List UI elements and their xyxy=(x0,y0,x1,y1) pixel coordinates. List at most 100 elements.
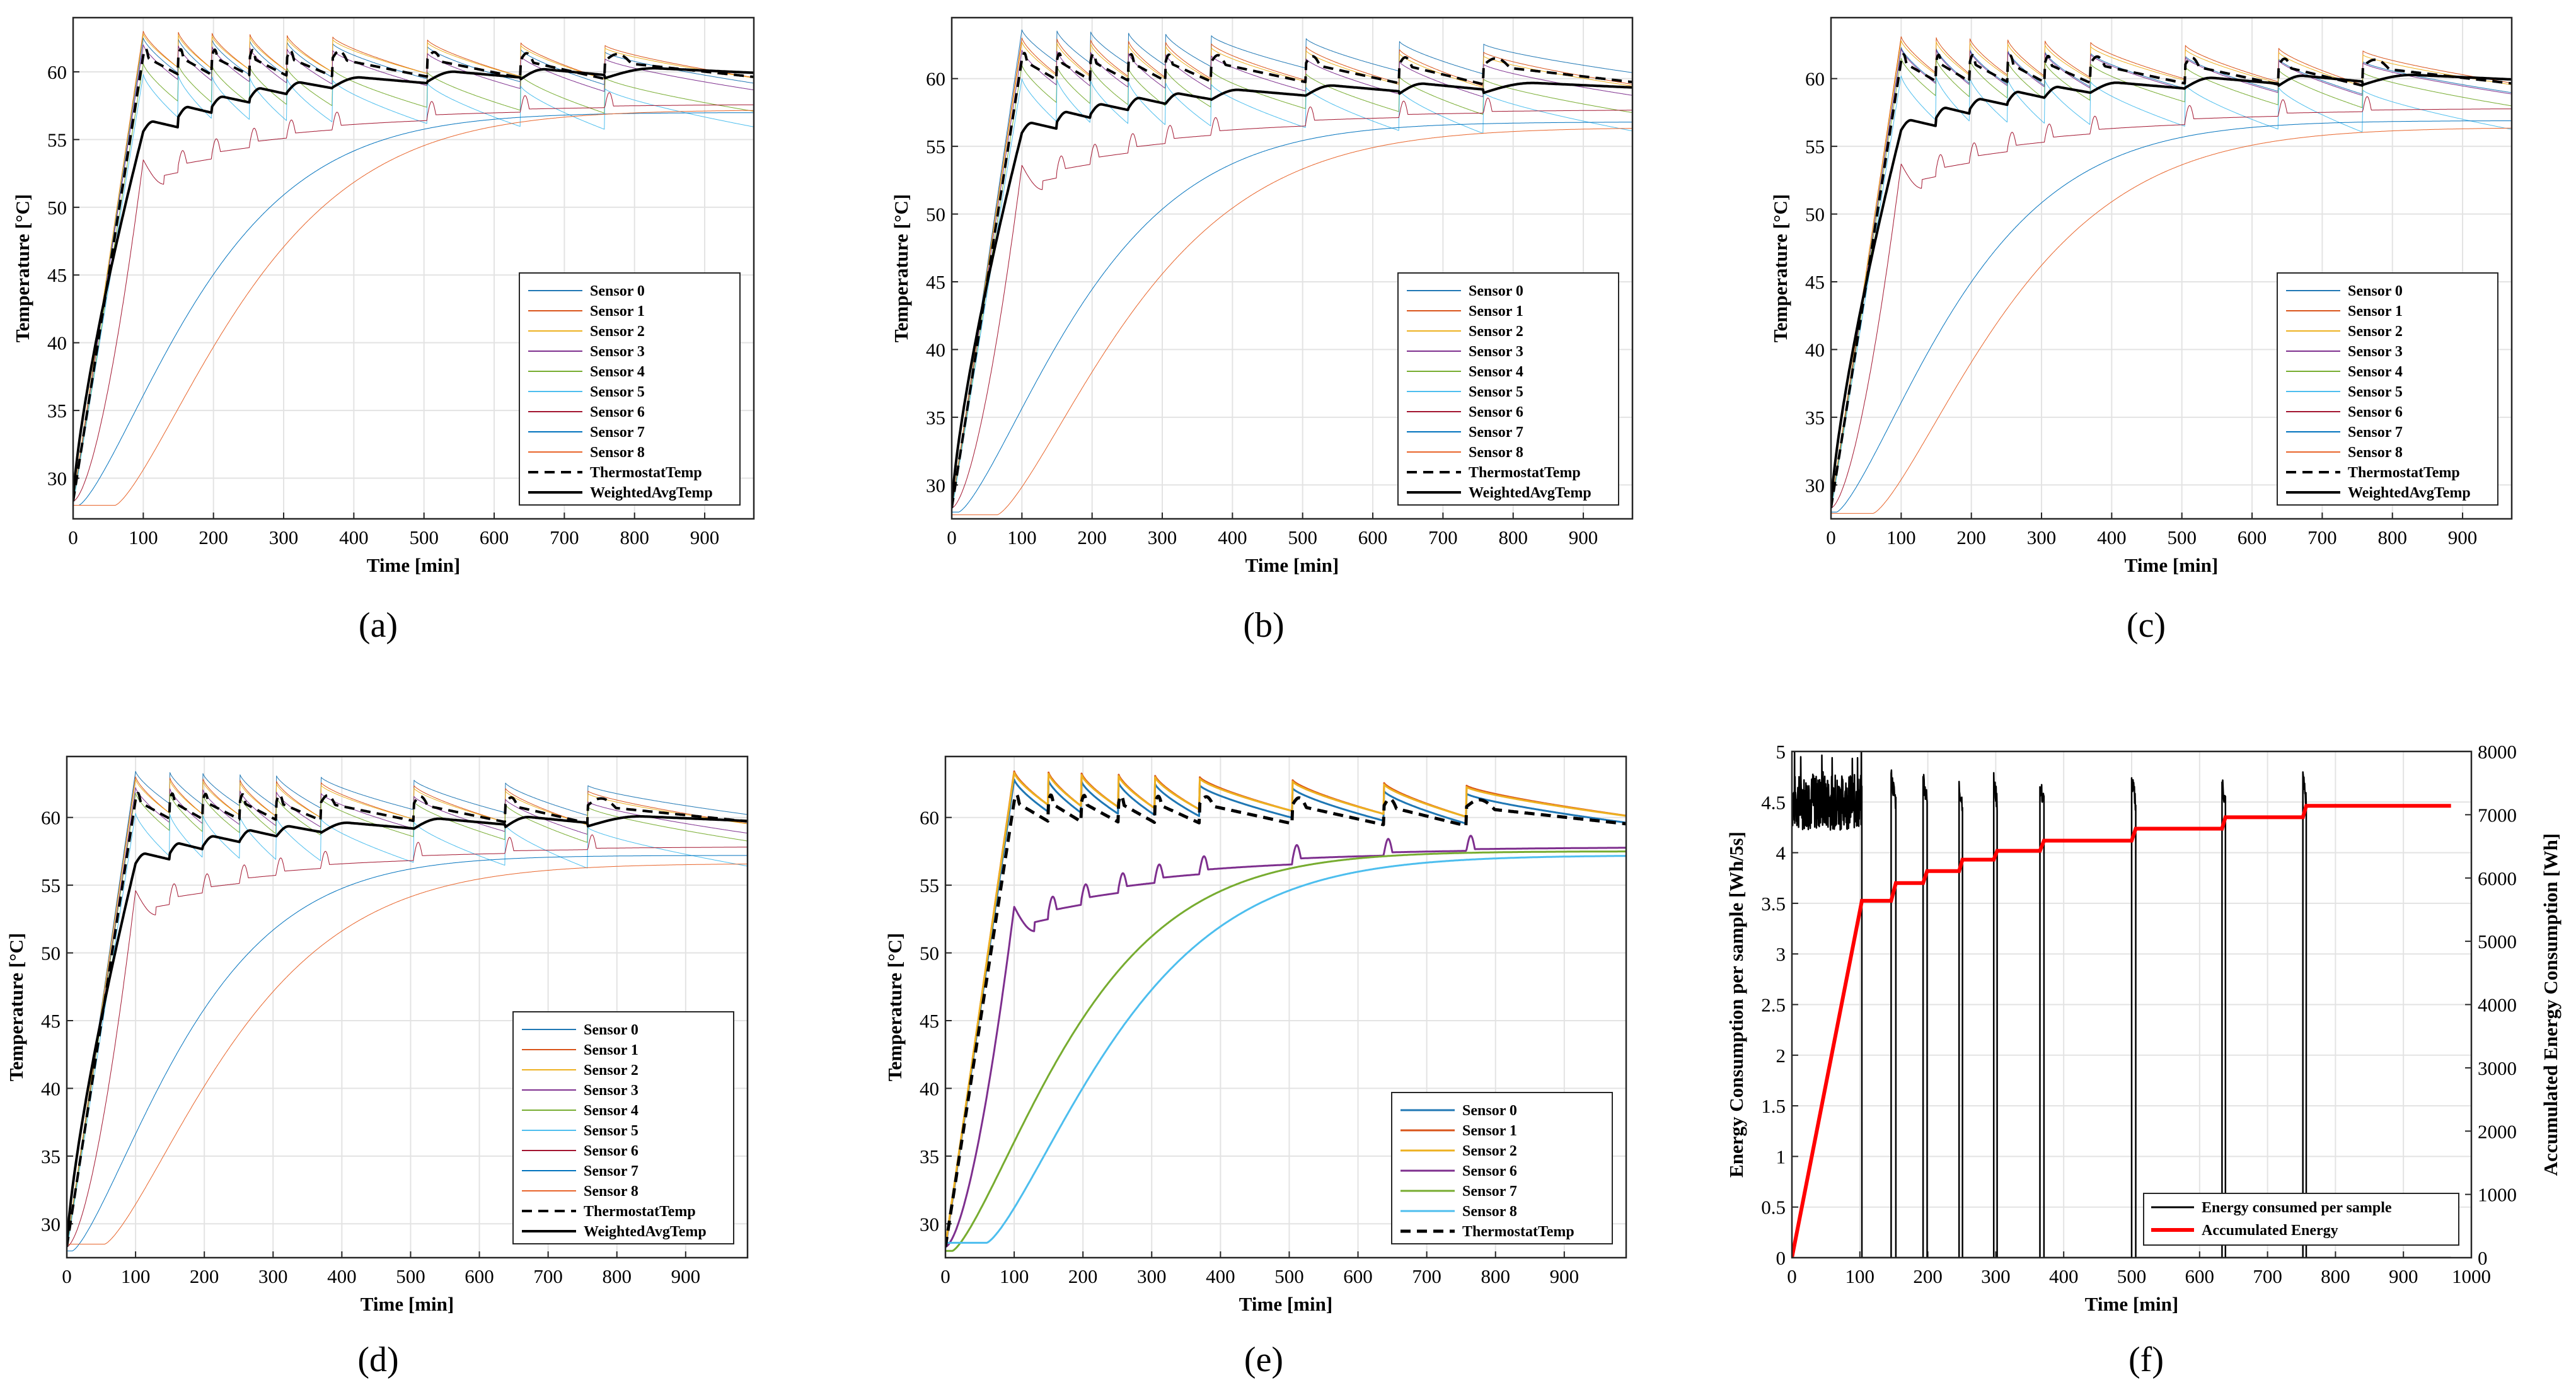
y-tick-label-left: 0 xyxy=(1776,1247,1786,1269)
x-tick-label: 700 xyxy=(1428,526,1458,548)
legend-label: Sensor 2 xyxy=(584,1062,638,1079)
chart-panel-b: 0 100 200 300 400 500 600 700 800 900 30 35 40 45 50 55… xyxy=(890,16,1634,645)
plot-frame xyxy=(72,16,755,520)
series-line-sensor-7 xyxy=(67,855,748,1251)
series-line-thermostattemp xyxy=(73,47,754,502)
legend-label: ThermostatTemp xyxy=(1462,1224,1574,1240)
y-tick-label: 30 xyxy=(47,468,67,490)
y-tick-label-right: 4000 xyxy=(2478,994,2517,1016)
legend-label: Sensor 0 xyxy=(1469,283,1523,299)
y-tick-label: 50 xyxy=(920,942,939,965)
series-line-sensor-4 xyxy=(1831,58,2512,511)
legend-label: ThermostatTemp xyxy=(1469,465,1581,481)
chart-panel-e: 0 100 200 300 400 500 600 700 800 900 30 35 40 45 50 55… xyxy=(884,755,1627,1379)
series-line-sensor-6 xyxy=(945,835,1626,1248)
y-tick-label: 50 xyxy=(47,197,67,219)
series-line-thermostattemp xyxy=(1831,53,2512,509)
y-tick-label: 40 xyxy=(47,332,67,354)
legend-label: Sensor 8 xyxy=(1469,444,1523,461)
x-tick-label: 900 xyxy=(1550,1265,1580,1287)
y-tick-label-left: 2 xyxy=(1776,1045,1786,1067)
series-line-sensor-7 xyxy=(1831,120,2512,513)
legend-box xyxy=(512,1011,734,1244)
series-line-sensor-6 xyxy=(952,97,1632,509)
y-tick-label-left: 3.5 xyxy=(1761,893,1786,915)
x-tick-label: 400 xyxy=(1206,1265,1235,1287)
y-tick-label: 35 xyxy=(1805,407,1825,429)
y-tick-label-left: 4 xyxy=(1776,842,1786,864)
panel-caption: (a) xyxy=(359,606,398,645)
x-axis-label: Time [min] xyxy=(1239,1293,1332,1315)
x-tick-label: 200 xyxy=(190,1265,219,1287)
y-tick-label: 30 xyxy=(920,1213,939,1235)
chart-panel-f: 0 100 200 300 400 500 600 700 800 900 100000.511.5… xyxy=(1725,741,2562,1379)
legend-box xyxy=(1391,1092,1613,1244)
x-tick-label: 600 xyxy=(1358,526,1388,548)
series-line-sensor-3 xyxy=(1831,48,2512,510)
series-line-sensor-2 xyxy=(945,772,1626,1246)
chart-panel-c: 0 100 200 300 400 500 600 700 800 900 30 35 40 45 50 55… xyxy=(1769,16,2513,645)
panel-caption: (b) xyxy=(1243,606,1284,645)
y-axis-label: Temperature [°C] xyxy=(11,194,33,342)
y-tick-label: 50 xyxy=(926,204,945,226)
x-tick-label: 900 xyxy=(690,526,720,548)
series-line-sensor-8 xyxy=(952,128,1632,516)
x-tick-label: 700 xyxy=(550,526,579,548)
y-tick-label: 40 xyxy=(926,339,945,361)
y-tick-label-left: 4.5 xyxy=(1761,791,1786,813)
y-tick-label: 55 xyxy=(926,136,945,158)
x-tick-label: 200 xyxy=(1077,526,1107,548)
legend-label: Sensor 5 xyxy=(590,384,645,400)
legend-label: Sensor 1 xyxy=(1469,303,1523,320)
legend-label: Sensor 3 xyxy=(584,1082,638,1099)
x-tick-label: 900 xyxy=(671,1265,701,1287)
legend-label: Sensor 2 xyxy=(2348,323,2403,340)
x-tick-label: 500 xyxy=(396,1265,425,1287)
legend-box xyxy=(519,272,741,506)
y-tick-label: 35 xyxy=(41,1145,61,1168)
series-line-sensor-0 xyxy=(952,29,1632,510)
legend: Sensor 0 Sensor 1 Sensor 2 Sensor 3 Sensor 4… xyxy=(512,1011,734,1244)
series-line-sensor-0 xyxy=(1831,47,2512,510)
legend: Energy consumed per sample Accumulated En… xyxy=(2143,1193,2459,1246)
x-tick-label: 600 xyxy=(1343,1265,1373,1287)
legend: Sensor 0 Sensor 1 Sensor 2 Sensor 6 Sensor 7… xyxy=(1391,1092,1613,1244)
legend-label: Sensor 1 xyxy=(584,1042,638,1058)
panel-caption: (f) xyxy=(2128,1340,2164,1379)
y-tick-label: 40 xyxy=(41,1077,61,1099)
x-tick-label: 100 xyxy=(1886,526,1916,548)
panel-caption: (c) xyxy=(2127,606,2166,645)
series-line-sensor-2 xyxy=(73,33,754,500)
x-tick-label: 800 xyxy=(1498,526,1528,548)
legend: Sensor 0 Sensor 1 Sensor 2 Sensor 3 Sensor 4… xyxy=(519,272,741,506)
plot-frame xyxy=(66,755,749,1259)
legend-label: Sensor 3 xyxy=(1469,344,1523,360)
y-axis-label: Temperature [°C] xyxy=(890,194,912,342)
series-lines xyxy=(945,770,1626,1252)
series-line-thermostattemp xyxy=(952,52,1632,509)
series-line-weightedavgtemp xyxy=(1831,73,2512,508)
x-tick-label: 200 xyxy=(1068,1265,1098,1287)
y-tick-label-left: 1 xyxy=(1776,1145,1786,1168)
legend-label: Sensor 7 xyxy=(1462,1183,1517,1200)
x-tick-label: 100 xyxy=(1000,1265,1029,1287)
legend-label: Sensor 4 xyxy=(590,364,645,380)
legend-label: ThermostatTemp xyxy=(584,1203,696,1220)
y-tick-label: 45 xyxy=(47,264,67,286)
legend-label: Sensor 7 xyxy=(1469,424,1523,441)
legend-label: Sensor 5 xyxy=(1469,384,1523,400)
x-tick-label: 300 xyxy=(258,1265,288,1287)
x-tick-label: 100 xyxy=(1007,526,1037,548)
x-tick-label: 500 xyxy=(2167,526,2197,548)
x-tick-label: 100 xyxy=(129,526,158,548)
series-line-weightedavgtemp xyxy=(67,814,748,1247)
chart-panel-d: 0 100 200 300 400 500 600 700 800 900 30 35 40 45 50 55… xyxy=(5,755,749,1379)
x-tick-label: 400 xyxy=(327,1265,357,1287)
y-tick-label: 40 xyxy=(920,1077,939,1099)
y-tick-label: 45 xyxy=(41,1010,61,1032)
legend-box xyxy=(2143,1193,2459,1246)
x-tick-label: 400 xyxy=(1218,526,1247,548)
y-tick-label: 30 xyxy=(41,1213,61,1235)
legend-label: Sensor 8 xyxy=(2348,444,2403,461)
x-tick-label: 300 xyxy=(1981,1265,2011,1287)
